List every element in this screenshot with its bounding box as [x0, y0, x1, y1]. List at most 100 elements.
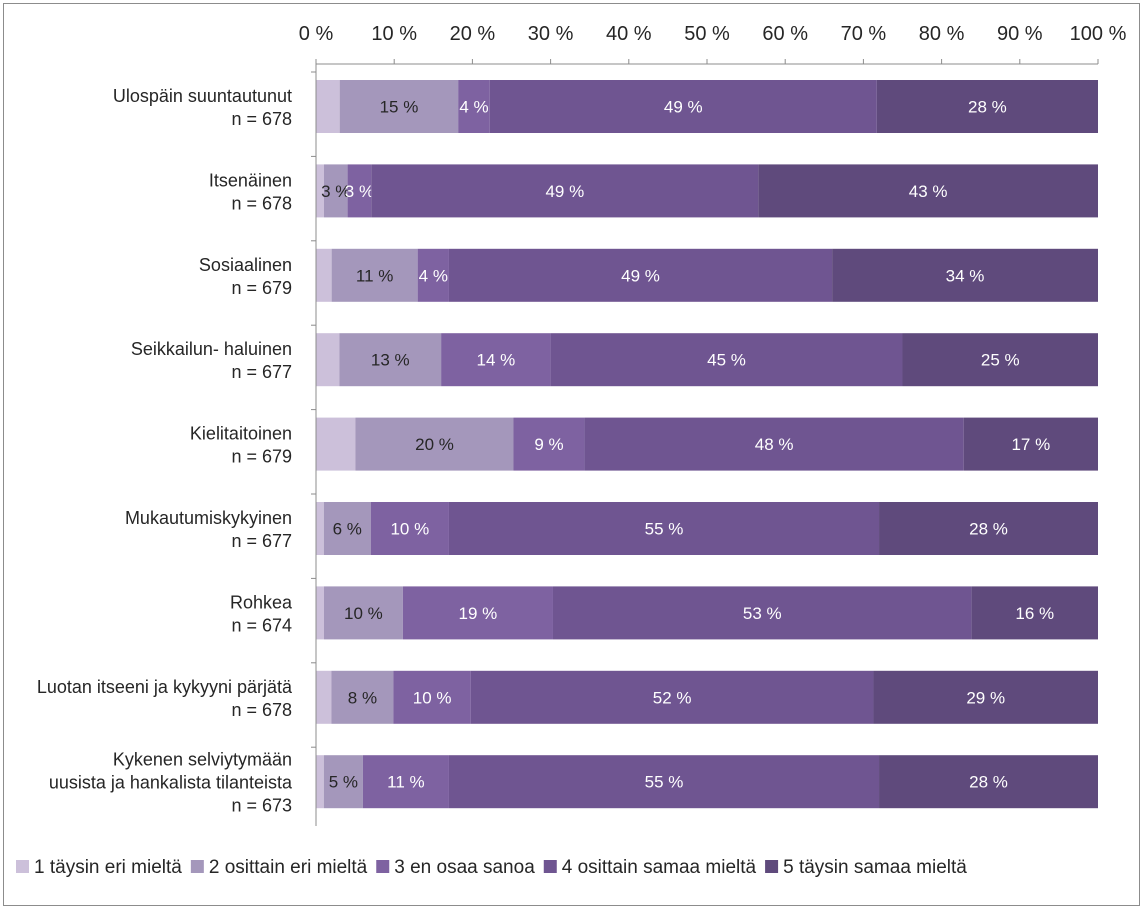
data-label: 28 %: [968, 98, 1007, 117]
bar-segment: [879, 755, 1098, 809]
x-tick-label: 40 %: [606, 23, 652, 45]
data-label: 14 %: [476, 351, 515, 370]
data-label: 20 %: [415, 435, 454, 454]
data-label: 45 %: [707, 351, 746, 370]
bar-segment: [873, 670, 1098, 724]
category-label: Mukautumiskykyinen n = 677: [125, 508, 292, 551]
bar-segment: [448, 248, 833, 302]
legend-swatch: [376, 860, 390, 873]
x-tick-label: 70 %: [841, 23, 887, 45]
bar-segment: [316, 586, 324, 640]
legend-swatch: [765, 860, 779, 873]
bar-segment: [470, 670, 874, 724]
data-label: 5 %: [329, 773, 358, 792]
data-label: 55 %: [645, 773, 684, 792]
x-tick-label: 90 %: [997, 23, 1043, 45]
data-label: 34 %: [946, 266, 985, 285]
bar-segment: [362, 755, 449, 809]
category-label: Kielitaitoinen n = 679: [190, 424, 292, 467]
category-label-line: Sosiaalinen: [199, 255, 292, 275]
data-label: 16 %: [1015, 604, 1054, 623]
bar-segment: [316, 333, 340, 387]
bar-segment: [316, 417, 356, 471]
category-label-line: n = 679: [231, 447, 292, 467]
data-label: 9 %: [534, 435, 563, 454]
bar-segment: [331, 670, 394, 724]
bar-segment: [550, 333, 903, 387]
bar-segment: [323, 502, 371, 555]
legend-label: 5 täysin samaa mieltä: [783, 857, 967, 878]
bar-segment: [371, 164, 759, 218]
x-tick-label: 0 %: [299, 23, 334, 45]
data-label: 10 %: [413, 688, 452, 707]
y-axis-categories: Ulospäin suuntautunut n = 678 Itsenäinen n …: [37, 64, 317, 826]
data-label: 48 %: [755, 435, 794, 454]
data-label: 49 %: [545, 182, 584, 201]
x-tick-label: 100 %: [1070, 23, 1127, 45]
bar-segment: [489, 80, 877, 133]
bar-segment: [971, 586, 1098, 640]
bar-segment: [552, 586, 972, 640]
bar-segment: [458, 80, 490, 133]
bar-segment: [448, 502, 880, 555]
data-label: 29 %: [966, 688, 1005, 707]
bar-segment: [339, 333, 442, 387]
data-label: 49 %: [664, 98, 703, 117]
x-tick-label: 30 %: [528, 23, 574, 45]
category-label-line: Rohkea: [230, 592, 293, 612]
bar-segment: [323, 755, 363, 809]
data-label: 17 %: [1011, 435, 1050, 454]
legend-swatch: [190, 860, 204, 873]
bar-segment: [323, 164, 348, 218]
category-label-line: Itsenäinen: [209, 170, 292, 190]
data-label: 28 %: [969, 520, 1008, 539]
data-label: 25 %: [981, 351, 1020, 370]
data-label: 8 %: [348, 688, 377, 707]
data-label: 15 %: [380, 98, 419, 117]
data-label: 10 %: [390, 520, 429, 539]
x-tick-label: 60 %: [762, 23, 808, 45]
category-label-line: n = 677: [231, 531, 292, 551]
bar-segment: [448, 755, 880, 809]
bar-segment: [316, 80, 340, 133]
bar-segment: [963, 417, 1098, 471]
data-label: 6 %: [333, 520, 362, 539]
data-label: 19 %: [459, 604, 498, 623]
category-label: Kykenen selviytymään uusista ja hankalist…: [49, 750, 293, 816]
bar-segment: [339, 80, 459, 133]
bar-segment: [316, 670, 332, 724]
category-label-line: n = 673: [231, 796, 292, 816]
data-label: 52 %: [653, 688, 692, 707]
legend-swatch: [543, 860, 557, 873]
data-label: 3 %: [321, 182, 350, 201]
legend-swatch: [16, 860, 29, 873]
data-label: 11 %: [387, 773, 425, 792]
bar-segment: [323, 586, 403, 640]
bar-segment: [876, 80, 1098, 133]
bar-segment: [879, 502, 1098, 555]
category-label-line: n = 679: [231, 278, 292, 298]
data-label: 49 %: [621, 266, 660, 285]
bar-segment: [393, 670, 471, 724]
category-label-line: n = 678: [231, 109, 292, 129]
legend-label: 1 täysin eri mieltä: [34, 857, 182, 878]
x-axis: 0 % 10 % 20 % 30 % 40 % 50 % 60 % 70 % 80 % 90 % 1…: [299, 23, 1127, 65]
x-tick-label: 10 %: [371, 23, 417, 45]
legend: 1 täysin eri mieltä 2 osittain eri mieltä…: [16, 857, 967, 878]
category-label: Itsenäinen n = 678: [209, 170, 292, 213]
bar-segment: [402, 586, 553, 640]
category-label-line: n = 678: [231, 193, 292, 213]
bar-segment: [316, 248, 332, 302]
bar-segment: [355, 417, 514, 471]
data-label: 3 %: [345, 182, 374, 201]
legend-label: 2 osittain eri mieltä: [209, 857, 368, 878]
category-label-line: Luotan itseeni ja kykyyni pärjätä: [37, 677, 293, 697]
bar-segment: [513, 417, 585, 471]
data-label: 11 %: [356, 266, 394, 285]
category-label: Rohkea n = 674: [230, 592, 293, 635]
category-label-line: Mukautumiskykyinen: [125, 508, 292, 528]
data-label: 55 %: [645, 520, 684, 539]
category-label-line: Seikkailun- haluinen: [131, 339, 292, 359]
bar-segment: [316, 755, 324, 809]
category-label-line: n = 678: [231, 700, 292, 720]
